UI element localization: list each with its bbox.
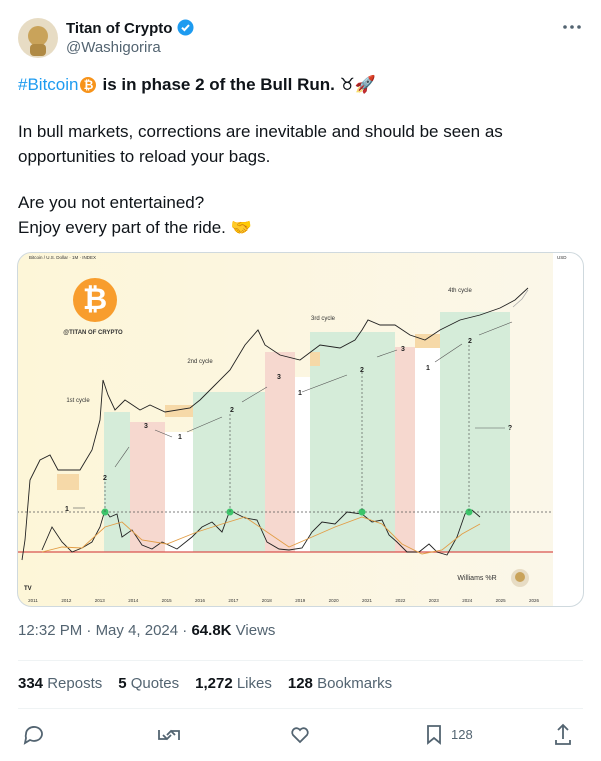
phase-label: 1 [298,390,302,397]
repost-button[interactable] [158,729,180,741]
body-line: In bull markets, corrections are inevita… [18,122,503,141]
stat-label: Bookmarks [317,675,393,692]
phase-label: 1 [426,365,430,372]
like-button[interactable] [291,727,309,744]
avatar[interactable] [18,18,58,58]
divider [18,708,583,709]
year-label: 2021 [362,598,373,603]
year-label: 2025 [496,598,507,603]
watermark: @TITAN OF CRYPTO [63,330,123,336]
post-time[interactable]: 12:32 PM [18,622,83,639]
phase-label: 3 [401,346,405,353]
currency-label: USD [557,255,567,260]
author-name-text[interactable]: Titan of Crypto [66,20,173,37]
bitcoin-emoji: ₿ [80,77,97,93]
separator: · [86,622,92,639]
headline-emojis: ♉🚀 [339,75,376,94]
hashtag[interactable]: #Bitcoin [18,75,79,94]
chart-header: Bitcoin / U.S. Dollar · 1M · INDEX [29,255,96,260]
views-label: Views [235,622,276,639]
tv-logo: TV [24,586,32,592]
year-label: 2014 [128,598,139,603]
views-count: 64.8K [191,622,232,639]
year-label: 2016 [195,598,206,603]
stat-label: Reposts [47,675,103,692]
year-label: 2015 [162,598,173,603]
stat[interactable]: 5 Quotes [118,675,179,692]
year-label: 2013 [95,598,106,603]
phase-label: 3 [277,374,281,381]
verified-badge [177,19,194,36]
year-label: 2017 [228,598,239,603]
bookmark-button[interactable] [427,725,441,745]
year-label: 2024 [462,598,473,603]
post-date[interactable]: May 4, 2024 [95,622,179,639]
year-label: 2019 [295,598,306,603]
stats-row: 334 Reposts 5 Quotes 1,272 Likes 128 Bookma… [18,675,408,692]
cycle-label: 2nd cycle [187,359,213,365]
author-name[interactable]: Titan of Crypto [66,19,194,37]
year-label: 2020 [329,598,340,603]
closing-line: Are you not entertained? [18,193,205,212]
stat[interactable]: 334 Reposts [18,675,102,692]
stat-label: Likes [236,675,272,692]
closing-emoji: 🤝 [230,218,252,237]
year-label: 2018 [262,598,273,603]
logo-symbol: ₿ [83,283,107,316]
stat[interactable]: 128 Bookmarks [288,675,392,692]
body-line: opportunities to reload your bags. [18,147,271,166]
stat-count: 128 [287,675,313,692]
closing-text: Enjoy every part of the ride. [18,218,226,237]
cycle-label: 4th cycle [448,288,472,294]
headline: #Bitcoin ₿ is in phase 2 of the Bull Run. … [18,73,376,97]
phase-label: ? [508,425,512,432]
phase-label: 2 [468,338,472,345]
closing-line: Enjoy every part of the ride. 🤝 [18,216,252,240]
phase-label: 3 [144,423,148,430]
more-button[interactable] [562,22,582,32]
phase-label: 2 [230,407,234,414]
phase-label: 1 [65,506,69,513]
year-label: 2022 [395,598,406,603]
reply-button[interactable] [23,726,43,745]
stat[interactable]: 1,272 Likes [195,675,272,692]
stat-count: 334 [18,675,44,692]
stat-count: 1,272 [195,675,233,692]
year-label: 2012 [61,598,72,603]
phase-label: 2 [360,367,364,374]
bookmark-count: 128 [451,727,473,742]
phase-label: 1 [178,434,182,441]
year-label: 2023 [429,598,440,603]
cycle-label: 1st cycle [66,398,90,404]
post-meta: 12:32 PM · May 4, 2024 · 64.8K Views [18,622,275,639]
post-image[interactable]: ₿ @TITAN OF CRYPTO Bitcoin / U.S. Dollar… [17,252,584,607]
phase-label: 2 [103,475,107,482]
indicator-label: Williams %R [457,575,496,582]
share-button[interactable] [555,723,571,745]
separator: · [182,622,188,639]
year-label: 2026 [529,598,540,603]
year-label: 2011 [28,598,38,603]
stat-count: 5 [118,675,127,692]
stat-label: Quotes [130,675,180,692]
action-bar: 128 [23,723,571,745]
headline-text: is in phase 2 of the Bull Run. [102,75,335,94]
author-handle[interactable]: @Washigorira [66,39,161,56]
cycle-label: 3rd cycle [311,316,336,322]
divider [18,660,583,661]
